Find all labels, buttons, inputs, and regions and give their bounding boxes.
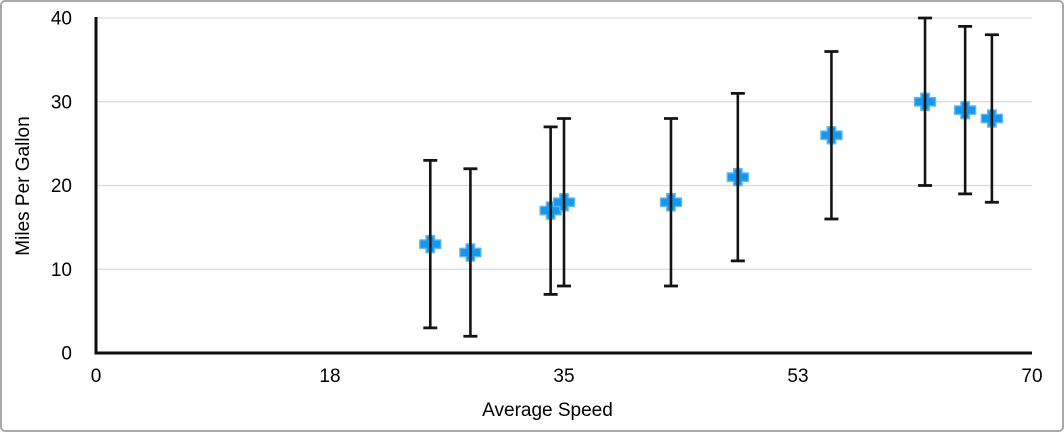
x-axis-title: Average Speed	[482, 400, 613, 421]
x-tick-label: 0	[91, 366, 102, 387]
y-tick-label: 20	[51, 176, 72, 197]
y-tick-label: 30	[51, 92, 72, 113]
y-tick-label: 40	[51, 9, 72, 30]
x-tick-label: 53	[787, 366, 808, 387]
y-axis-title: Miles Per Gallon	[13, 116, 34, 256]
y-tick-label: 0	[61, 344, 72, 365]
y-tick-label: 10	[51, 260, 72, 281]
x-tick-label: 35	[553, 366, 574, 387]
x-tick-label: 70	[1021, 366, 1042, 387]
x-tick-label: 18	[319, 366, 340, 387]
